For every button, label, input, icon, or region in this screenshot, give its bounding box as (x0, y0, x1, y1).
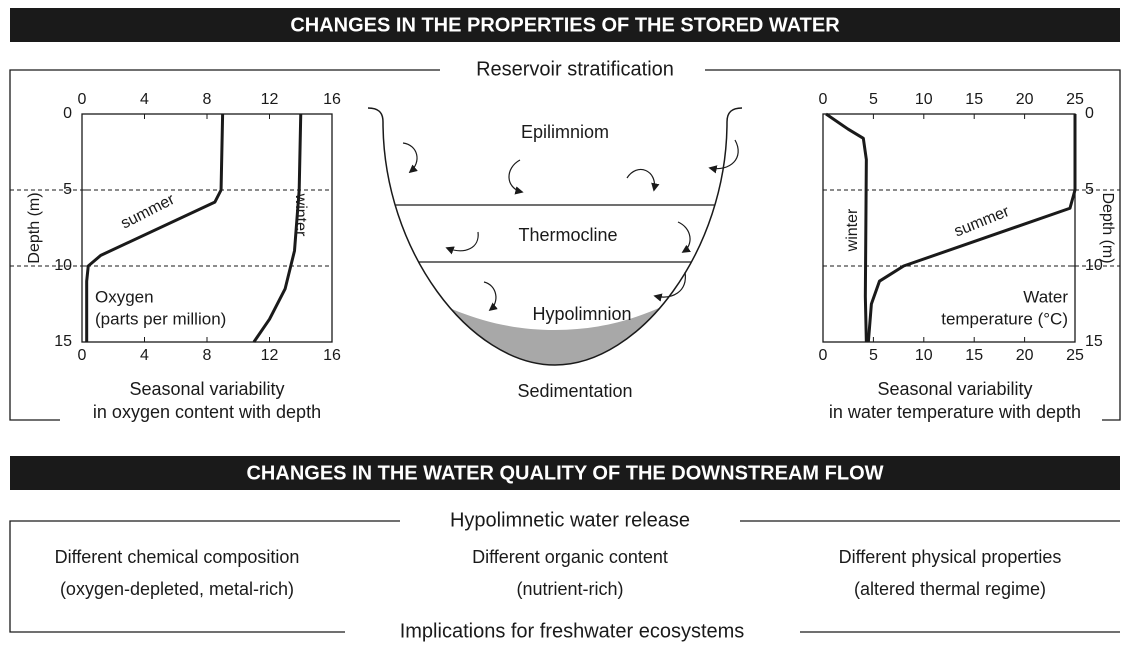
x-tick-label: 5 (869, 347, 878, 364)
section-title: Reservoir stratification (476, 58, 674, 80)
y-tick-label: 10 (1085, 257, 1103, 274)
x-tick-label: 0 (78, 347, 87, 364)
x-tick-label: 8 (203, 347, 212, 364)
bottom-label: Sedimentation (517, 381, 632, 401)
chart-caption: in water temperature with depth (829, 402, 1081, 422)
y-tick-label: 0 (1085, 105, 1094, 122)
layer-label: Thermocline (518, 225, 617, 245)
profile-line (252, 113, 303, 343)
section-title: Hypolimnetic water release (450, 509, 690, 531)
y-tick-label: 5 (63, 181, 72, 198)
x-tick-label: 4 (140, 91, 149, 108)
x-tick-label: 16 (323, 91, 341, 108)
y-tick-label: 5 (1085, 181, 1094, 198)
chart-caption: Seasonal variability (129, 379, 284, 399)
banner (10, 8, 1120, 42)
frame (9, 520, 400, 633)
banner-title: CHANGES IN THE WATER QUALITY OF THE DOWN… (246, 462, 883, 484)
frame (9, 69, 440, 421)
frame (705, 69, 1121, 421)
x-tick-label: 16 (323, 347, 341, 364)
layer-label: Epilimniom (521, 122, 609, 142)
column-text: Different chemical composition (55, 547, 300, 567)
layer-label: Hypolimnion (532, 304, 631, 324)
x-tick-label: 4 (140, 347, 149, 364)
chart-annotation: (parts per million) (95, 309, 226, 328)
x-tick-label: 15 (965, 347, 983, 364)
x-tick-label: 0 (78, 91, 87, 108)
profile-line (85, 113, 225, 342)
y-tick-label: 0 (63, 105, 72, 122)
chart-annotation: Oxygen (95, 287, 154, 306)
y-tick-label: 15 (54, 333, 72, 350)
y-axis-label: Depth (m) (1099, 192, 1116, 263)
y-tick-label: 10 (54, 257, 72, 274)
column-text: Different organic content (472, 547, 668, 567)
circulation-arrows (402, 139, 739, 312)
x-tick-label: 8 (203, 91, 212, 108)
y-tick-label: 15 (1085, 333, 1103, 350)
chart-annotation: Water (1023, 287, 1068, 306)
x-tick-label: 12 (261, 91, 279, 108)
profile-line (866, 114, 1077, 343)
column-text: (nutrient-rich) (516, 579, 623, 599)
x-tick-label: 0 (819, 91, 828, 108)
x-tick-label: 25 (1066, 91, 1084, 108)
series-label: winter (292, 193, 309, 237)
x-tick-label: 0 (819, 347, 828, 364)
chart-annotation: temperature (°C) (941, 309, 1068, 328)
series-label: summer (952, 203, 1013, 241)
series-label: winter (844, 208, 861, 252)
x-tick-label: 15 (965, 91, 983, 108)
x-tick-label: 5 (869, 91, 878, 108)
banner-title: CHANGES IN THE PROPERTIES OF THE STORED … (290, 14, 840, 36)
column-text: (altered thermal regime) (854, 579, 1046, 599)
section-footer: Implications for freshwater ecosystems (400, 620, 745, 642)
x-tick-label: 25 (1066, 347, 1084, 364)
chart-caption: Seasonal variability (877, 379, 1032, 399)
series-label: summer (118, 191, 178, 233)
plot-frame (822, 113, 1076, 343)
column-text: (oxygen-depleted, metal-rich) (60, 579, 294, 599)
banner (10, 456, 1120, 490)
x-tick-label: 10 (915, 91, 933, 108)
column-text: Different physical properties (839, 547, 1062, 567)
y-axis-label: Depth (m) (26, 192, 43, 263)
x-tick-label: 12 (261, 347, 279, 364)
basin (367, 107, 743, 366)
profile-line (825, 112, 868, 343)
chart-caption: in oxygen content with depth (93, 402, 321, 422)
x-tick-label: 20 (1016, 91, 1034, 108)
x-tick-label: 20 (1016, 347, 1034, 364)
x-tick-label: 10 (915, 347, 933, 364)
